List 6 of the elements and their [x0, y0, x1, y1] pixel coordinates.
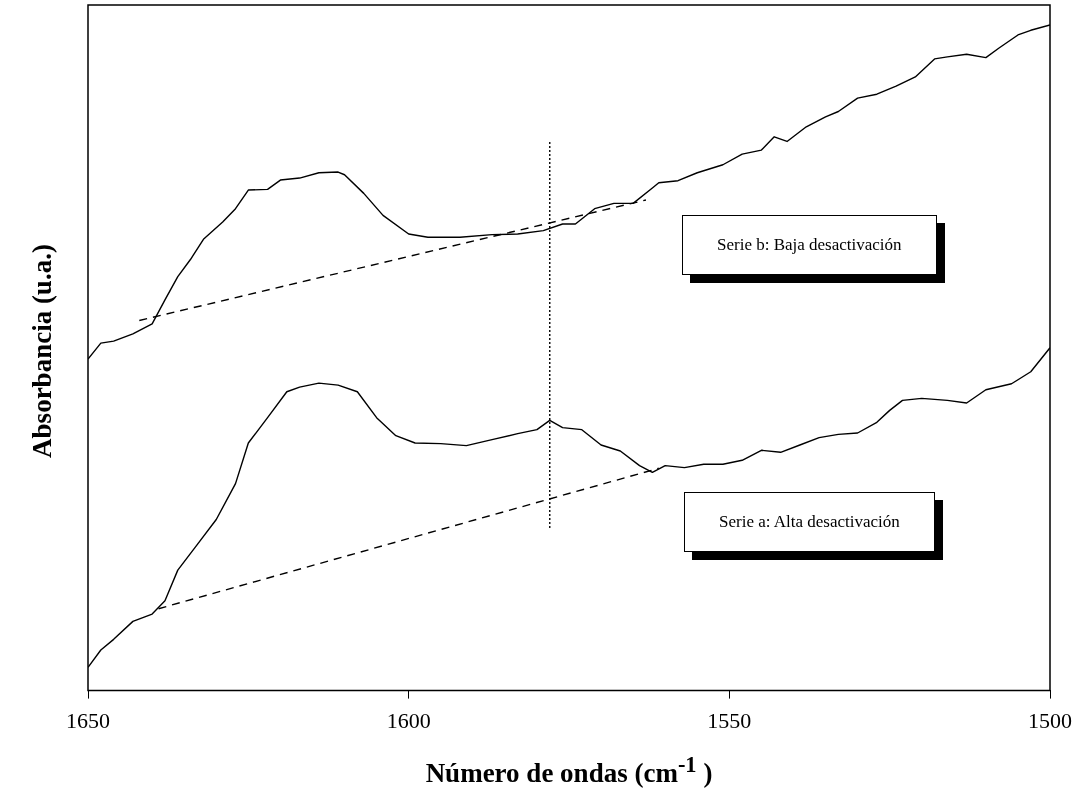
x-axis-title: Número de ondas (cm$^{-1}$ )	[424, 752, 714, 789]
x-tick-label: 1550	[707, 707, 752, 733]
x-tick-label: 1650	[66, 707, 110, 733]
x-tick-label: 1600	[386, 707, 431, 733]
y-axis-title: Absorbancia (u.a.)	[26, 244, 58, 458]
x-tick-label: 1500	[1028, 707, 1072, 733]
